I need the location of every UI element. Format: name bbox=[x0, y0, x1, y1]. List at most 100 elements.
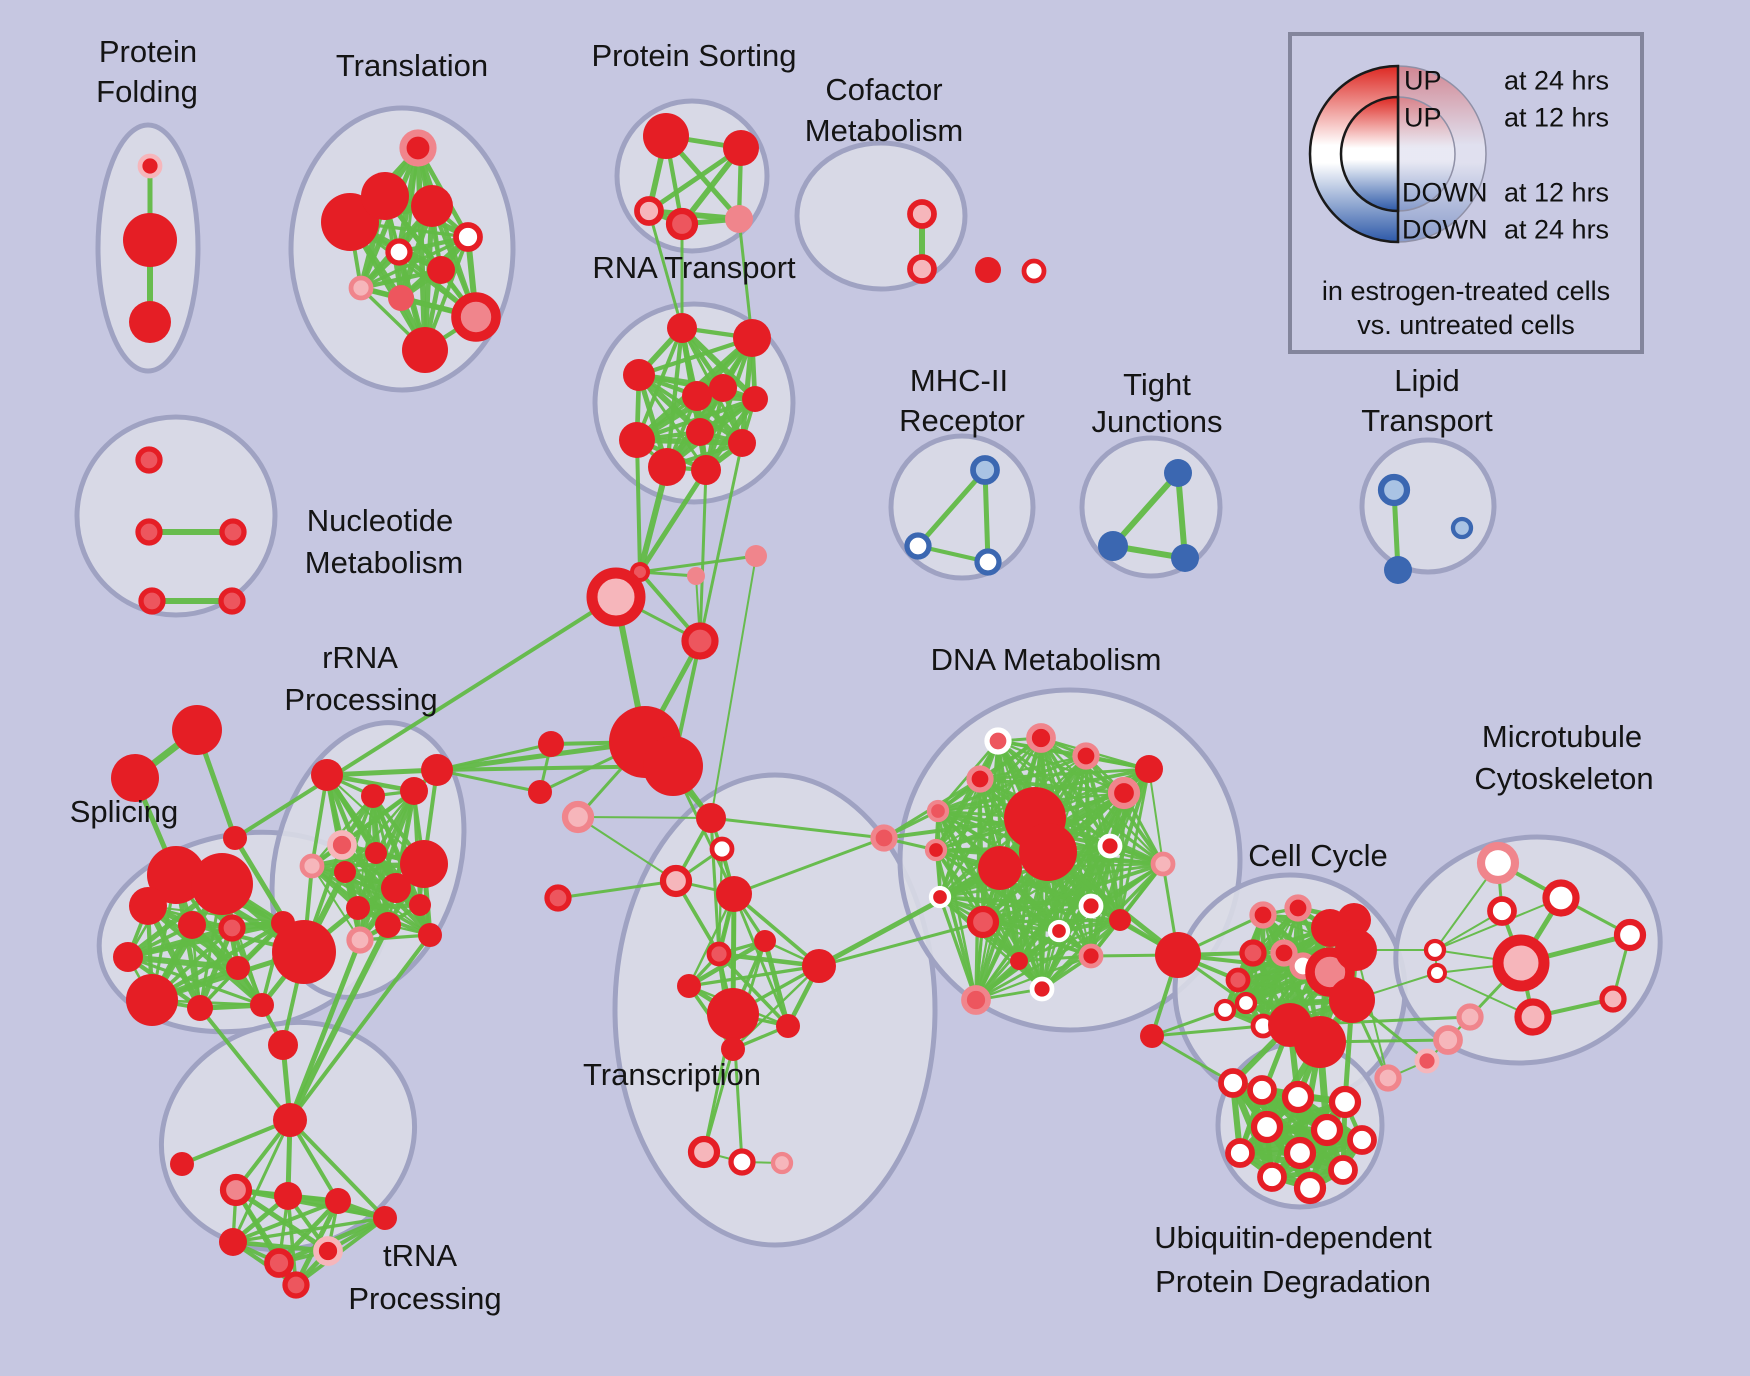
node-sp2 bbox=[129, 887, 167, 925]
cluster-label-dna-metabolism: DNA Metabolism bbox=[931, 642, 1162, 677]
node-tn5 bbox=[325, 1188, 351, 1214]
node-nm2 bbox=[219, 518, 247, 546]
node-cc6 bbox=[1239, 939, 1267, 967]
node-rr8 bbox=[400, 840, 448, 888]
node-sp5 bbox=[218, 914, 246, 942]
node-tl9 bbox=[451, 292, 501, 342]
legend-down-12-time: at 12 hrs bbox=[1504, 177, 1610, 208]
node-rr0 bbox=[311, 759, 343, 791]
cluster-label-cell-cycle: Cell Cycle bbox=[1248, 838, 1388, 873]
node-tl0 bbox=[399, 129, 437, 167]
node-mh0 bbox=[970, 455, 1000, 485]
node-cn7 bbox=[538, 731, 564, 757]
cluster-label-lipid-transport: Transport bbox=[1361, 403, 1493, 438]
node-tr8 bbox=[707, 988, 759, 1040]
node-tl5 bbox=[385, 238, 413, 266]
node-cc0 bbox=[1155, 932, 1201, 978]
cluster-label-mhc-ii-receptor: MHC-II bbox=[910, 363, 1008, 398]
node-rr7 bbox=[381, 873, 411, 903]
legend-caption-line2: vs. untreated cells bbox=[1357, 310, 1575, 340]
node-cf2 bbox=[975, 257, 1001, 283]
node-lt0 bbox=[1377, 473, 1411, 507]
node-nm0 bbox=[135, 446, 163, 474]
node-ot1 bbox=[111, 754, 159, 802]
node-cc14 bbox=[1294, 1016, 1346, 1068]
legend-panel: UP at 24 hrs UP at 12 hrs DOWN at 12 hrs… bbox=[1288, 32, 1644, 354]
node-ub4 bbox=[1250, 1110, 1284, 1144]
node-ub7 bbox=[1225, 1138, 1255, 1168]
node-tl8 bbox=[388, 285, 414, 311]
node-mt4 bbox=[1492, 934, 1550, 992]
node-dm1 bbox=[1026, 723, 1056, 753]
cluster-ellipse-lipid-transport bbox=[1359, 437, 1497, 575]
node-rr4 bbox=[299, 853, 325, 879]
node-dm16 bbox=[1047, 919, 1071, 943]
node-nm3 bbox=[138, 587, 166, 615]
node-sp8 bbox=[226, 956, 250, 980]
node-cc2 bbox=[1249, 901, 1277, 929]
node-cf0 bbox=[907, 199, 937, 229]
node-cn11 bbox=[870, 824, 898, 852]
node-cn4 bbox=[681, 622, 719, 660]
node-ot0 bbox=[172, 705, 222, 755]
node-ub1 bbox=[1247, 1075, 1277, 1105]
cluster-labels: Protein Folding Translation Protein Sorting… bbox=[70, 34, 1654, 1316]
node-tr13 bbox=[770, 1151, 794, 1175]
node-mh1 bbox=[904, 532, 932, 560]
node-dm9 bbox=[978, 846, 1022, 890]
cluster-label-nucleotide-metabolism: Nucleotide bbox=[307, 503, 453, 538]
node-nm4 bbox=[218, 587, 246, 615]
node-tr4 bbox=[754, 930, 776, 952]
node-rr10 bbox=[375, 912, 401, 938]
cluster-label-rrna-processing: Processing bbox=[284, 682, 437, 717]
node-cc17 bbox=[1213, 998, 1237, 1022]
node-ps0 bbox=[643, 113, 689, 159]
node-dm0 bbox=[984, 727, 1012, 755]
node-mt2 bbox=[1487, 896, 1517, 926]
node-rr3 bbox=[327, 830, 357, 860]
cluster-ellipse-nucleotide-metabolism bbox=[74, 414, 278, 618]
node-cn1 bbox=[586, 567, 646, 627]
cluster-label-protein-folding: Protein bbox=[99, 34, 197, 69]
node-tn1 bbox=[273, 1103, 307, 1137]
legend-node-glyph bbox=[1308, 64, 1487, 244]
node-ub6 bbox=[1347, 1125, 1377, 1155]
node-dm6 bbox=[926, 799, 950, 823]
legend-up-24-label: UP bbox=[1404, 65, 1442, 96]
node-cc1 bbox=[1140, 1024, 1164, 1048]
node-pf2 bbox=[129, 301, 171, 343]
node-tl6 bbox=[427, 256, 455, 284]
cluster-label-mhc-ii-receptor: Receptor bbox=[899, 403, 1025, 438]
node-cn2 bbox=[687, 567, 705, 585]
node-rr13 bbox=[418, 923, 442, 947]
node-dm18 bbox=[1010, 952, 1028, 970]
cluster-label-trna-processing: tRNA bbox=[383, 1238, 457, 1273]
node-tn7 bbox=[264, 1248, 294, 1278]
cluster-label-trna-processing: Processing bbox=[348, 1281, 501, 1316]
node-dm3 bbox=[1107, 776, 1141, 810]
node-dm13 bbox=[928, 885, 952, 909]
node-rr12 bbox=[346, 926, 374, 954]
node-tn4 bbox=[274, 1182, 302, 1210]
cluster-label-nucleotide-metabolism: Metabolism bbox=[305, 545, 464, 580]
node-tr6 bbox=[677, 974, 701, 998]
node-lt2 bbox=[1450, 516, 1474, 540]
node-sp7 bbox=[187, 995, 213, 1021]
node-rr14 bbox=[421, 754, 453, 786]
node-dm21 bbox=[1109, 909, 1131, 931]
node-dm4 bbox=[1135, 755, 1163, 783]
node-mt11 bbox=[1414, 1048, 1440, 1074]
cluster-label-protein-folding: Folding bbox=[96, 74, 198, 109]
node-mh2 bbox=[974, 548, 1002, 576]
node-rt8 bbox=[728, 429, 756, 457]
node-tn6 bbox=[219, 1228, 247, 1256]
node-ub12 bbox=[1374, 1064, 1402, 1092]
node-cn3 bbox=[745, 545, 767, 567]
cluster-label-tight-junctions: Junctions bbox=[1092, 404, 1223, 439]
node-ub10 bbox=[1257, 1162, 1287, 1192]
node-cn10 bbox=[544, 884, 572, 912]
node-cc15 bbox=[1329, 977, 1375, 1023]
node-rt4 bbox=[709, 374, 737, 402]
node-tr1 bbox=[709, 836, 735, 862]
node-rr2 bbox=[400, 777, 428, 805]
